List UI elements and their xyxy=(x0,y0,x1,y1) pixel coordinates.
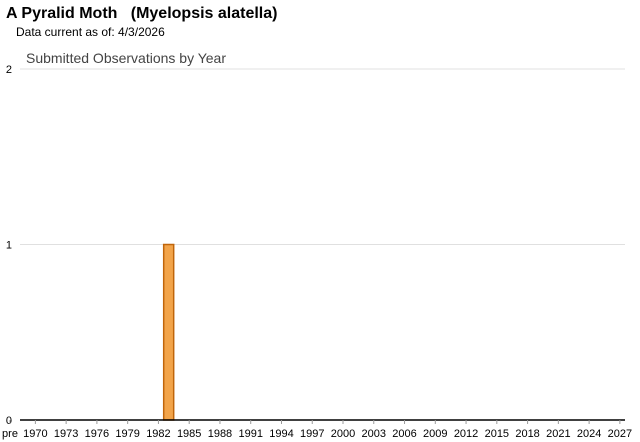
y-tick-label: 0 xyxy=(6,415,12,427)
x-tick-label: 1976 xyxy=(85,428,109,440)
x-tick-label: 2021 xyxy=(546,428,570,440)
x-tick-label: 2009 xyxy=(423,428,447,440)
x-tick-label: 1997 xyxy=(300,428,324,440)
x-tick-label: 2003 xyxy=(362,428,386,440)
x-tick-label: 1985 xyxy=(177,428,201,440)
x-tick-label: 1994 xyxy=(269,428,293,440)
x-tick-label: 2012 xyxy=(454,428,478,440)
page-title: A Pyralid Moth (Myelopsis alatella) xyxy=(6,5,278,22)
x-tick-label: 2000 xyxy=(331,428,355,440)
x-tick-label: 1979 xyxy=(115,428,139,440)
x-tick-label: 1991 xyxy=(238,428,262,440)
x-tick-label: 2015 xyxy=(485,428,509,440)
y-tick-label: 1 xyxy=(6,240,12,252)
chart-title: Submitted Observations by Year xyxy=(26,50,226,66)
x-tick-label: 1982 xyxy=(146,428,170,440)
x-tick-label: 2024 xyxy=(577,428,601,440)
data-current-date: Data current as of: 4/3/2026 xyxy=(16,25,165,39)
x-tick-label: 1970 xyxy=(23,428,47,440)
x-tick-label: 2027 xyxy=(608,428,632,440)
x-tick-label: 1988 xyxy=(208,428,232,440)
x-tick-label: pre xyxy=(2,428,18,440)
y-tick-label: 2 xyxy=(6,64,12,76)
x-tick-label: 2018 xyxy=(515,428,539,440)
x-tick-label: 2006 xyxy=(392,428,416,440)
bar-1983 xyxy=(162,243,175,421)
x-tick-label: 1973 xyxy=(54,428,78,440)
